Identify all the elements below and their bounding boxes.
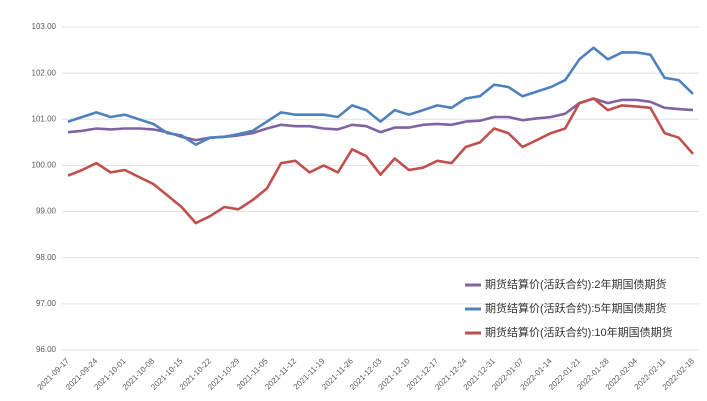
y-tick-label: 101.00: [32, 114, 57, 123]
y-tick-label: 102.00: [32, 68, 57, 77]
y-tick-label: 100.00: [32, 161, 57, 170]
legend-label: 期货结算价(活跃合约):10年期国债期货: [485, 325, 673, 339]
series-line: [67, 97, 694, 225]
y-tick-label: 98.00: [36, 253, 57, 262]
y-tick-label: 97.00: [36, 299, 57, 308]
y-tick-label: 103.00: [32, 22, 57, 31]
series-line: [67, 46, 694, 146]
y-tick-label: 96.00: [36, 345, 57, 354]
legend-label: 期货结算价(活跃合约):5年期国债期货: [485, 301, 667, 315]
legend-label: 期货结算价(活跃合约):2年期国债期货: [485, 277, 667, 291]
y-tick-label: 99.00: [36, 207, 57, 216]
